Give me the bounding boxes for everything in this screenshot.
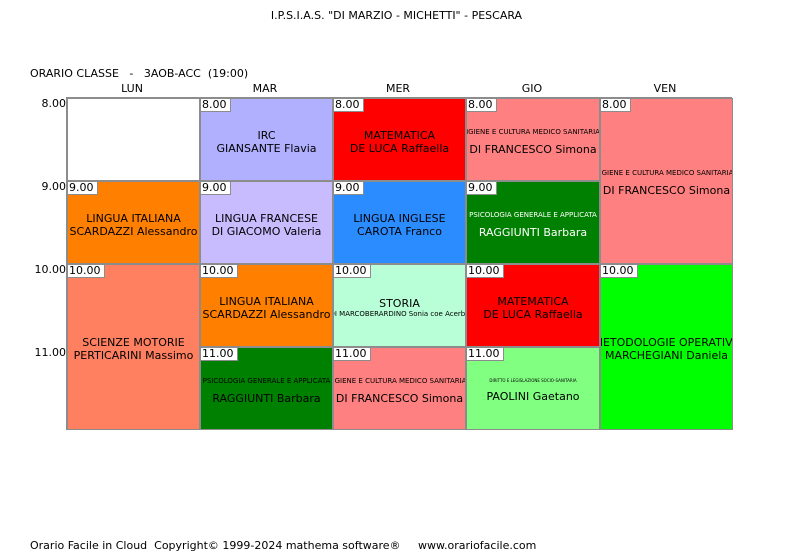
lesson-mer-11[interactable]: 11.00 IGIENE E CULTURA MEDICO SANITARIA … (333, 347, 466, 430)
lesson-lun-8 (67, 98, 200, 181)
lesson-mar-11[interactable]: 11.00 PSICOLOGIA GENERALE E APPLICATA RA… (200, 347, 333, 430)
lesson-start-time: 9.00 (334, 182, 364, 195)
hour-label-11: 11.00 (34, 346, 67, 359)
footer-copyright: Orario Facile in Cloud Copyright© 1999-2… (30, 539, 537, 552)
lesson-teacher: DI FRANCESCO Simona (602, 184, 731, 197)
timetable-grid: 9.00 LINGUA ITALIANA SCARDAZZI Alessandr… (66, 97, 733, 430)
lesson-start-time: 10.00 (601, 265, 638, 278)
lesson-teacher: DE LUCA Raffaella (483, 307, 583, 321)
lesson-lun-9[interactable]: 9.00 LINGUA ITALIANA SCARDAZZI Alessandr… (67, 181, 200, 264)
lesson-teacher: RAGGIUNTI Barbara (212, 391, 321, 405)
lesson-teacher: DE LUCA Raffaella (349, 141, 450, 155)
school-title: I.P.S.I.A.S. "DI MARZIO - MICHETTI" - PE… (270, 9, 523, 22)
day-header-ven: VEN (653, 82, 677, 95)
lesson-subject: STORIA (379, 296, 420, 310)
day-header-lun: LUN (121, 82, 143, 95)
hour-label-8: 8.00 (41, 97, 67, 110)
lesson-mer-8[interactable]: 8.00 MATEMATICA DE LUCA Raffaella (333, 98, 466, 181)
lesson-teacher: PAOLINI Gaetano (486, 390, 580, 403)
lesson-start-time: 8.00 (334, 99, 364, 112)
lesson-start-time: 8.00 (467, 99, 497, 112)
lesson-lun-10[interactable]: 10.00 SCIENZE MOTORIE PERTICARINI Massim… (67, 264, 200, 430)
lesson-teacher: GIANSANTE Flavia (216, 141, 317, 155)
hour-label-9: 9.00 (41, 180, 67, 193)
lesson-start-time: 9.00 (68, 182, 98, 195)
lesson-start-time: 10.00 (68, 265, 105, 278)
lesson-teacher: DI MARCOBERARDINO Sonia coe Acerbo (333, 309, 466, 318)
lesson-teacher: DI FRANCESCO Simona (469, 142, 597, 156)
lesson-subject: METODOLOGIE OPERATIVE (600, 336, 733, 349)
lesson-mer-10[interactable]: 10.00 STORIA DI MARCOBERARDINO Sonia coe… (333, 264, 466, 347)
lesson-subject: IGIENE E CULTURA MEDICO SANITARIA (333, 376, 466, 385)
day-header-mer: MER (385, 82, 411, 95)
lesson-gio-9[interactable]: 9.00 PSICOLOGIA GENERALE E APPLICATA RAG… (466, 181, 600, 264)
lesson-mar-9[interactable]: 9.00 LINGUA FRANCESE DI GIACOMO Valeria (200, 181, 333, 264)
lesson-teacher: PERTICARINI Massimo (73, 349, 194, 362)
hour-label-10: 10.00 (34, 263, 67, 276)
lesson-subject: LINGUA FRANCESE (214, 211, 319, 225)
lesson-teacher: DI GIACOMO Valeria (211, 224, 322, 238)
lesson-start-time: 8.00 (201, 99, 231, 112)
lesson-subject: LINGUA ITALIANA (219, 294, 314, 308)
lesson-subject: PSICOLOGIA GENERALE E APPLICATA (202, 376, 331, 385)
lesson-gio-8[interactable]: 8.00 IGIENE E CULTURA MEDICO SANITARIA D… (466, 98, 600, 181)
lesson-start-time: 11.00 (201, 348, 238, 361)
lesson-subject: PSICOLOGIA GENERALE E APPLICATA (469, 210, 597, 219)
lesson-start-time: 10.00 (334, 265, 371, 278)
lesson-subject: DIRITTO E LEGISLAZIONE SOCIO-SANITARIA (489, 378, 577, 383)
lesson-subject: LINGUA INGLESE (353, 211, 446, 225)
lesson-mar-10[interactable]: 10.00 LINGUA ITALIANA SCARDAZZI Alessand… (200, 264, 333, 347)
lesson-subject: IGIENE E CULTURA MEDICO SANITARIA (466, 127, 600, 136)
lesson-start-time: 11.00 (467, 348, 504, 361)
lesson-subject: IRC (257, 128, 276, 142)
lesson-teacher: CAROTA Franco (357, 224, 442, 238)
lesson-start-time: 9.00 (467, 182, 497, 195)
lesson-ven-10[interactable]: 10.00 METODOLOGIE OPERATIVE MARCHEGIANI … (600, 264, 733, 430)
lesson-gio-10[interactable]: 10.00 MATEMATICA DE LUCA Raffaella (466, 264, 600, 347)
lesson-start-time: 10.00 (201, 265, 238, 278)
day-header-mar: MAR (252, 82, 278, 95)
lesson-gio-11[interactable]: 11.00 DIRITTO E LEGISLAZIONE SOCIO-SANIT… (466, 347, 600, 430)
lesson-teacher: DI FRANCESCO Simona (335, 391, 464, 405)
lesson-teacher: MARCHEGIANI Daniela (604, 349, 729, 362)
lesson-subject: LINGUA ITALIANA (86, 211, 181, 225)
lesson-start-time: 9.00 (201, 182, 231, 195)
lesson-subject: IGIENE E CULTURA MEDICO SANITARIA (600, 169, 733, 177)
lesson-subject: SCIENZE MOTORIE (82, 336, 185, 349)
lesson-subject: MATEMATICA (363, 128, 436, 142)
lesson-ven-8[interactable]: 8.00 IGIENE E CULTURA MEDICO SANITARIA D… (600, 98, 733, 264)
lesson-teacher: SCARDAZZI Alessandro (69, 224, 198, 238)
lesson-subject: MATEMATICA (497, 294, 569, 308)
lesson-start-time: 10.00 (467, 265, 504, 278)
day-header-gio: GIO (521, 82, 543, 95)
lesson-mar-8[interactable]: 8.00 IRC GIANSANTE Flavia (200, 98, 333, 181)
class-title: ORARIO CLASSE - 3AOB-ACC (19:00) (30, 67, 249, 80)
lesson-mer-9[interactable]: 9.00 LINGUA INGLESE CAROTA Franco (333, 181, 466, 264)
lesson-teacher: RAGGIUNTI Barbara (478, 225, 588, 239)
lesson-start-time: 8.00 (601, 99, 631, 112)
lesson-teacher: SCARDAZZI Alessandro (202, 307, 331, 321)
lesson-start-time: 11.00 (334, 348, 371, 361)
